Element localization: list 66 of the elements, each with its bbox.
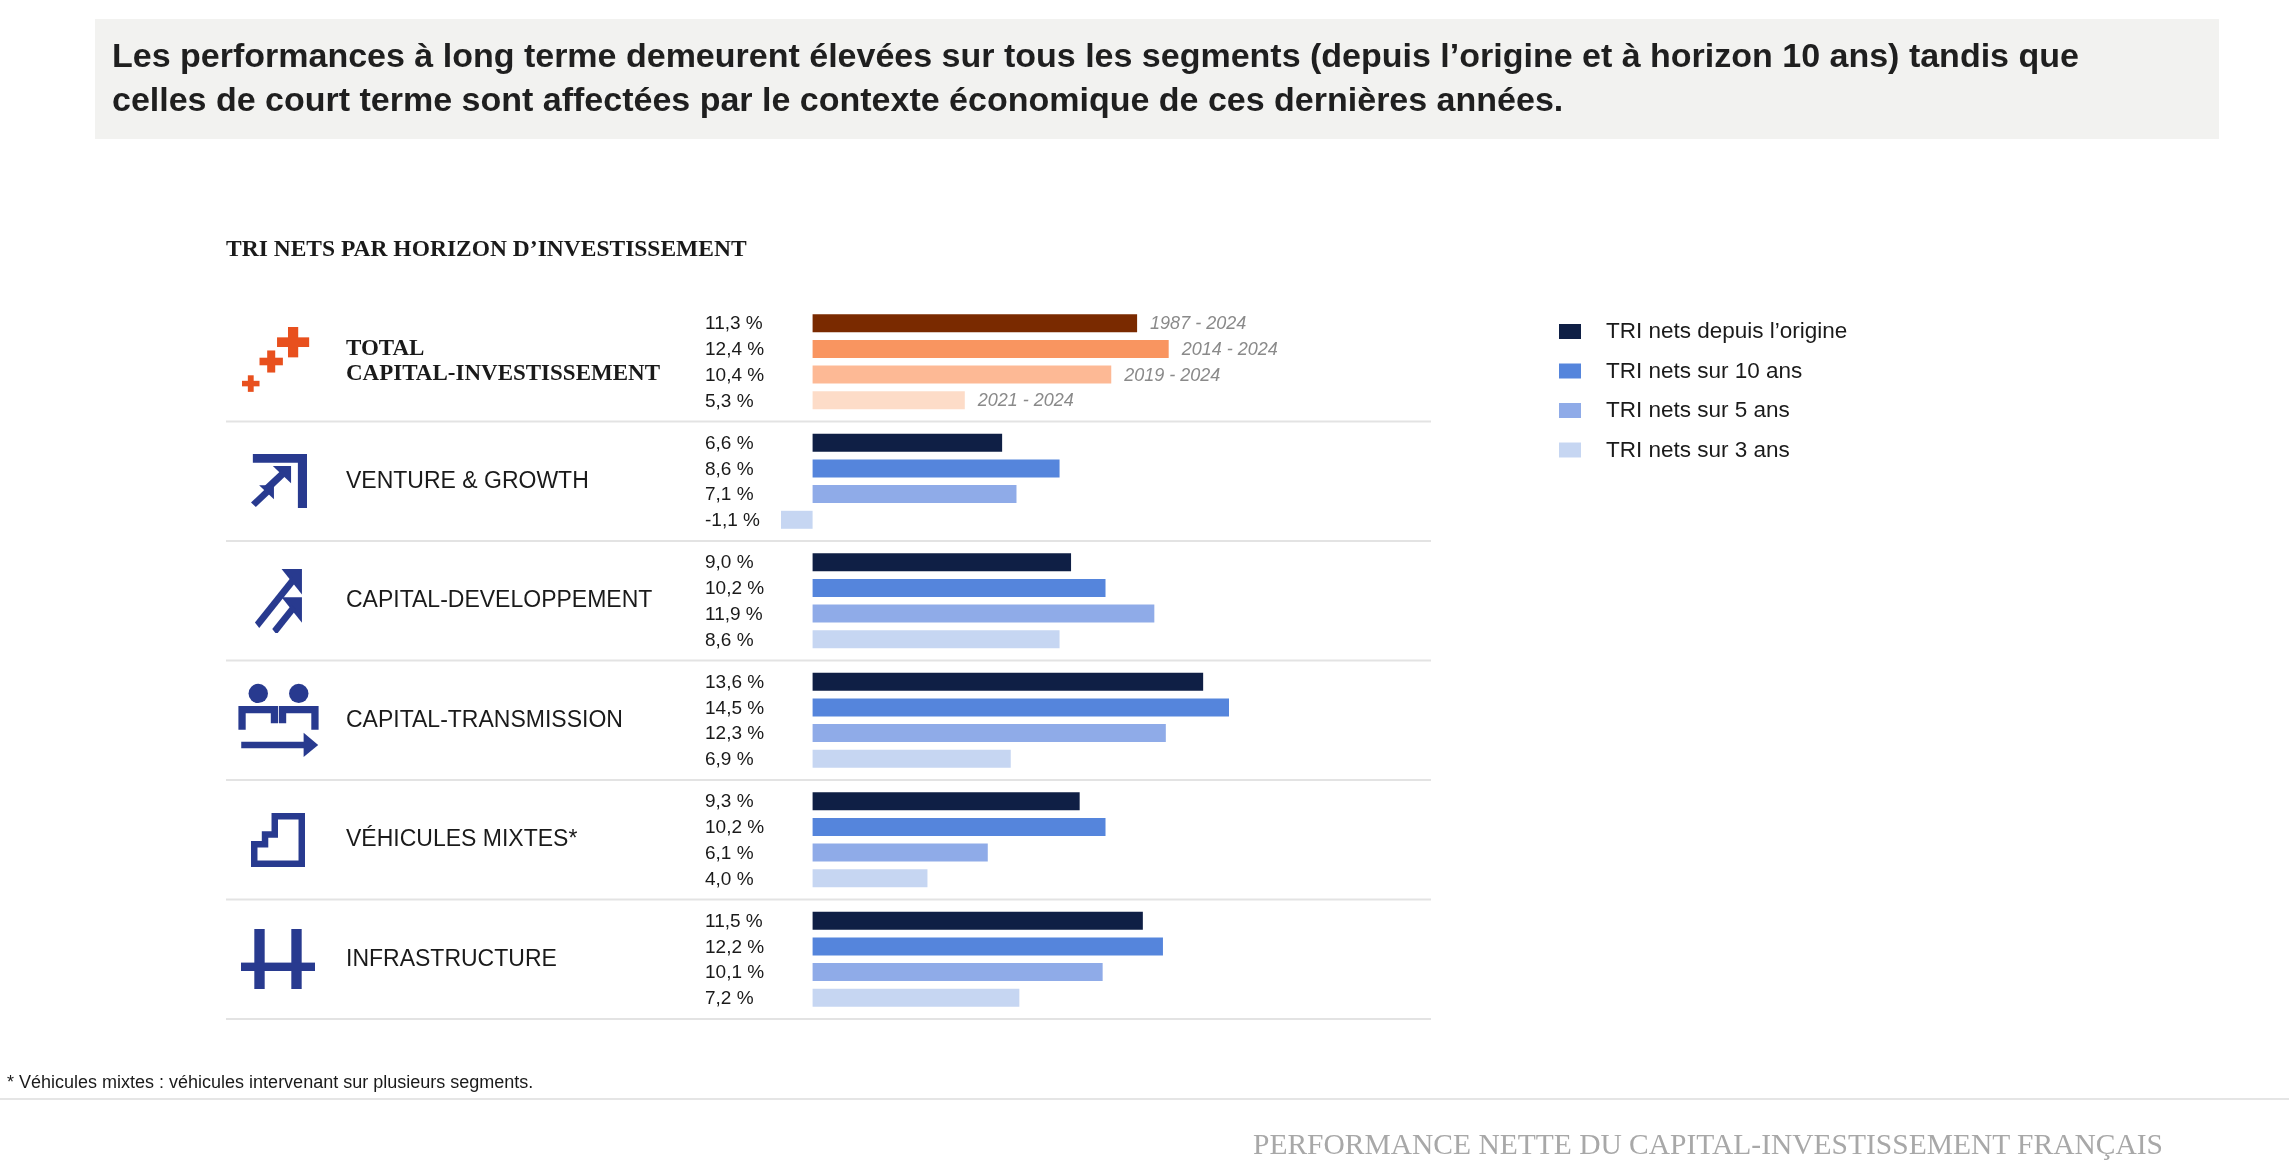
bar xyxy=(812,630,1060,649)
data-label: 8,6 % xyxy=(705,628,754,650)
data-label: 4,0 % xyxy=(705,867,754,889)
data-label: 11,9 % xyxy=(705,602,763,624)
data-label: 12,4 % xyxy=(705,338,765,360)
bar xyxy=(812,749,1011,768)
y-tick-label: CAPITAL-DEVELOPPEMENT xyxy=(346,586,653,613)
bar xyxy=(812,314,1138,333)
bar xyxy=(812,937,1163,956)
annotation: 2019 - 2024 xyxy=(1123,364,1221,385)
data-label: 5,3 % xyxy=(705,389,754,411)
y-tick-label: VÉHICULES MIXTES* xyxy=(346,825,578,852)
y-tick-label: VENTURE & GROWTH xyxy=(346,466,589,493)
bar xyxy=(812,433,1003,452)
annotation: 2021 - 2024 xyxy=(976,390,1074,411)
bar xyxy=(812,869,928,888)
bar xyxy=(812,792,1080,811)
data-label: 6,6 % xyxy=(705,431,754,453)
bar xyxy=(812,724,1166,743)
data-label: 9,3 % xyxy=(705,790,754,812)
data-label: 12,2 % xyxy=(705,935,765,957)
bar xyxy=(812,672,1204,691)
bar xyxy=(812,698,1229,717)
y-tick-label: TOTAL CAPITAL-INVESTISSEMENT xyxy=(346,335,660,386)
data-label: 9,0 % xyxy=(705,551,754,573)
data-label: 6,9 % xyxy=(705,748,754,770)
data-label: 11,3 % xyxy=(705,312,763,334)
data-label: 8,6 % xyxy=(705,457,754,479)
bar xyxy=(812,391,965,410)
bar xyxy=(812,485,1017,504)
data-label: 12,3 % xyxy=(705,722,765,744)
text: PERFORMANCE NETTE DU CAPITAL-INVESTISSEMENT FRANÇAIS xyxy=(1252,1127,2163,1160)
bar xyxy=(812,988,1020,1007)
data-label: 13,6 % xyxy=(705,670,765,692)
legend-label: TRI nets depuis l’origine xyxy=(1606,318,1848,344)
bar xyxy=(812,963,1103,982)
data-label: 10,2 % xyxy=(705,577,765,599)
data-label: 10,4 % xyxy=(705,363,765,385)
annotation: 1987 - 2024 xyxy=(1150,313,1247,334)
legend-label: TRI nets sur 5 ans xyxy=(1606,397,1790,423)
bar xyxy=(812,578,1106,597)
bar xyxy=(781,510,813,529)
chart-title: Les performances à long terme demeurent élevées sur tous les segments (depuis l’origine et à horizon 10 ans) tandis que celles de court terme sont affectées par le contexte économique de ces dernières années. xyxy=(112,35,2080,120)
y-tick-label: INFRASTRUCTURE xyxy=(346,944,557,971)
legend-label: TRI nets sur 3 ans xyxy=(1606,436,1790,462)
data-label: 7,2 % xyxy=(705,987,754,1009)
data-label: 6,1 % xyxy=(705,841,754,863)
bar xyxy=(812,604,1155,623)
bar xyxy=(812,911,1143,930)
data-label: 10,2 % xyxy=(705,816,765,838)
bar xyxy=(812,553,1072,572)
bar xyxy=(812,339,1169,358)
bar xyxy=(812,365,1112,384)
data-label: -1,1 % xyxy=(705,509,761,531)
bar xyxy=(812,459,1060,478)
y-tick-label: CAPITAL-TRANSMISSION xyxy=(346,705,623,732)
annotation: 2014 - 2024 xyxy=(1180,338,1278,359)
legend-label: TRI nets sur 10 ans xyxy=(1606,357,1803,383)
text: * Véhicules mixtes : véhicules intervenant sur plusieurs segments. xyxy=(7,1071,534,1092)
text: TRI NETS PAR HORIZON D’INVESTISSEMENT xyxy=(226,235,747,262)
bar xyxy=(812,843,988,862)
bar xyxy=(812,817,1106,836)
data-label: 11,5 % xyxy=(705,909,763,931)
data-label: 7,1 % xyxy=(705,483,754,505)
data-label: 14,5 % xyxy=(705,696,765,718)
data-label: 10,1 % xyxy=(705,961,765,983)
